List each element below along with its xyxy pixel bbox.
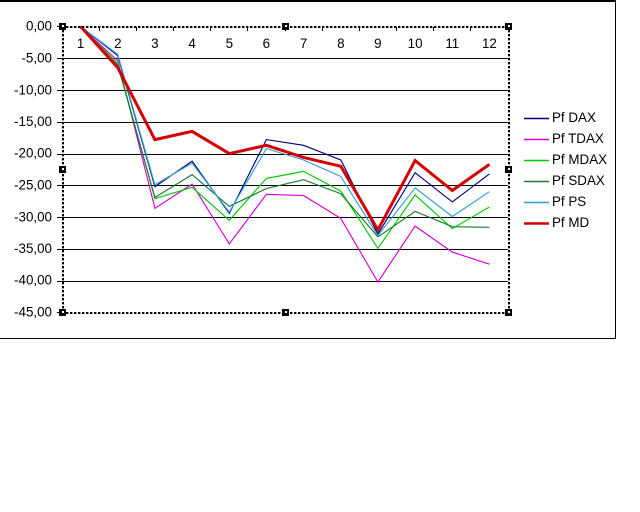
svg-text:Pf MDAX: Pf MDAX	[552, 152, 607, 167]
svg-text:8: 8	[337, 36, 344, 51]
svg-text:-45,00: -45,00	[14, 305, 52, 320]
svg-text:7: 7	[300, 36, 307, 51]
svg-text:Pf DAX: Pf DAX	[552, 110, 596, 125]
svg-text:4: 4	[188, 36, 196, 51]
svg-text:-10,00: -10,00	[14, 83, 52, 98]
svg-text:3: 3	[151, 36, 158, 51]
svg-text:-30,00: -30,00	[14, 210, 52, 225]
svg-text:2: 2	[114, 36, 121, 51]
svg-text:-35,00: -35,00	[14, 241, 52, 256]
svg-text:12: 12	[482, 36, 497, 51]
svg-text:Pf SDAX: Pf SDAX	[552, 173, 605, 188]
svg-text:9: 9	[374, 36, 381, 51]
svg-text:Pf PS: Pf PS	[552, 194, 586, 209]
svg-text:6: 6	[263, 36, 270, 51]
svg-text:-15,00: -15,00	[14, 114, 52, 129]
svg-text:Pf TDAX: Pf TDAX	[552, 131, 604, 146]
svg-text:-20,00: -20,00	[14, 146, 52, 161]
svg-text:10: 10	[408, 36, 423, 51]
svg-text:1: 1	[77, 36, 84, 51]
svg-text:0,00: 0,00	[26, 19, 52, 34]
svg-text:5: 5	[226, 36, 233, 51]
svg-text:Pf MD: Pf MD	[552, 215, 590, 230]
svg-text:-25,00: -25,00	[14, 178, 52, 193]
svg-text:-40,00: -40,00	[14, 273, 52, 288]
svg-text:-5,00: -5,00	[21, 51, 52, 66]
svg-text:11: 11	[445, 36, 459, 51]
